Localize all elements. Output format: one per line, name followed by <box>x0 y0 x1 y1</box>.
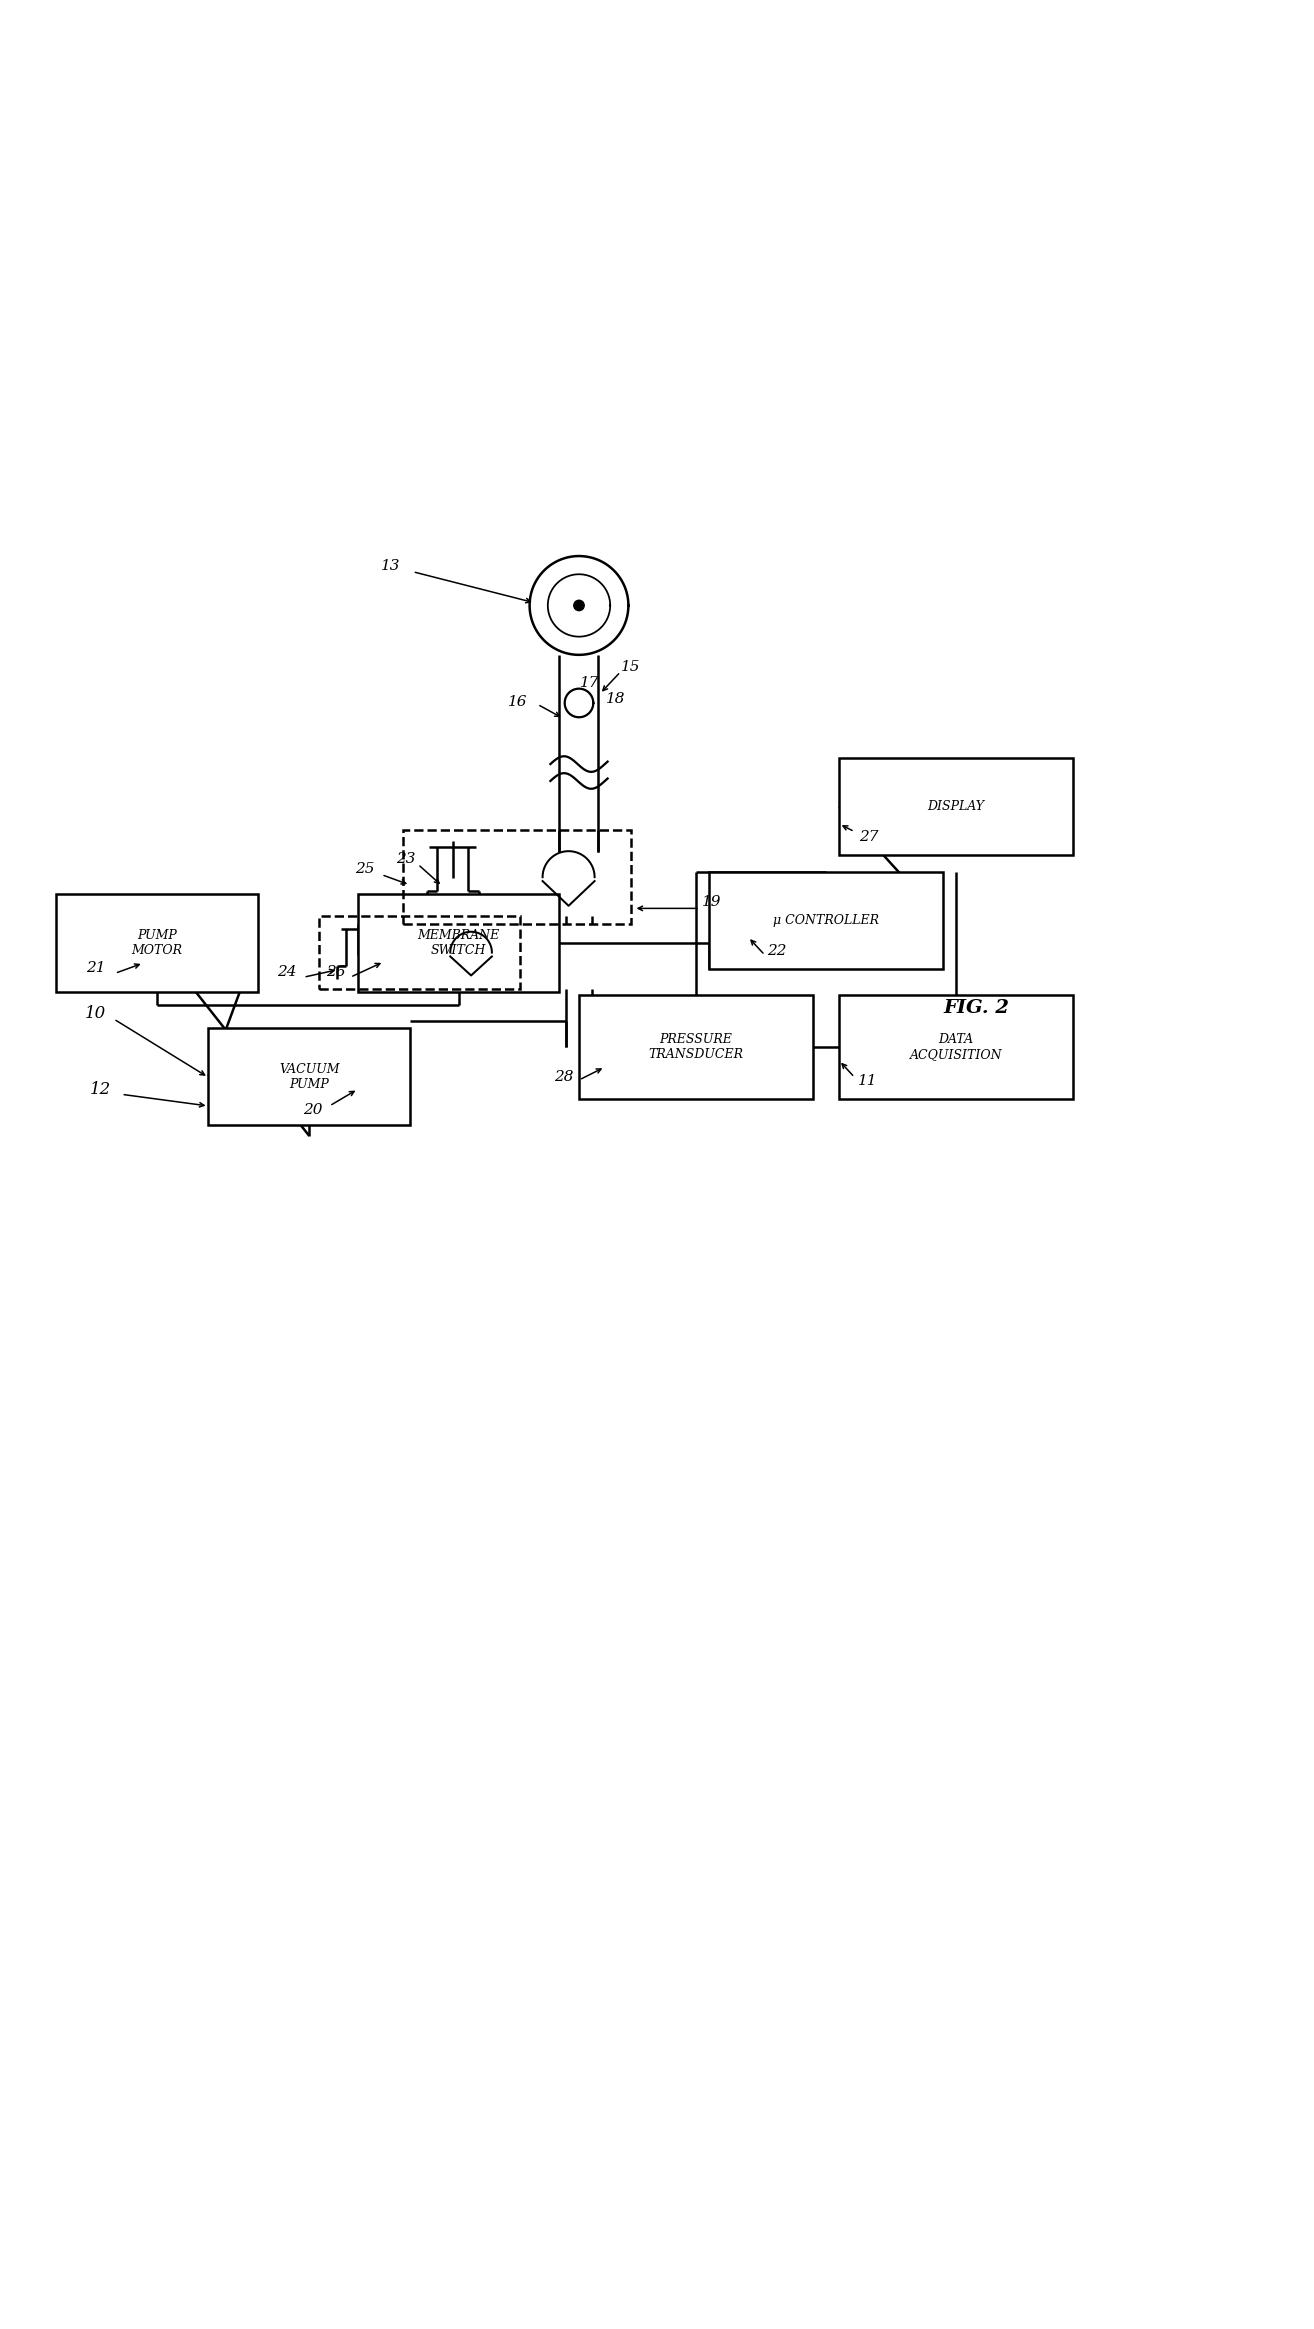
Bar <box>840 994 1074 1099</box>
Bar <box>579 994 813 1099</box>
Bar <box>710 871 943 969</box>
Text: 15: 15 <box>622 659 641 673</box>
Bar <box>403 831 631 925</box>
Text: FIG. 2: FIG. 2 <box>943 999 1009 1018</box>
Text: 21: 21 <box>85 962 105 976</box>
Text: DISPLAY: DISPLAY <box>928 799 984 813</box>
Bar <box>57 894 258 992</box>
Bar <box>319 915 520 990</box>
Text: VACUUM
PUMP: VACUUM PUMP <box>279 1062 339 1090</box>
Text: μ CONTROLLER: μ CONTROLLER <box>773 915 879 927</box>
Text: 12: 12 <box>89 1081 112 1097</box>
Text: 26: 26 <box>326 964 346 978</box>
Text: 20: 20 <box>302 1104 322 1118</box>
Text: 13: 13 <box>381 559 401 573</box>
Text: PRESSURE
TRANSDUCER: PRESSURE TRANSDUCER <box>649 1034 744 1062</box>
Text: 10: 10 <box>84 1006 106 1022</box>
Text: DATA
ACQUISITION: DATA ACQUISITION <box>909 1034 1003 1062</box>
Text: 19: 19 <box>702 894 721 908</box>
Text: 16: 16 <box>509 694 528 708</box>
Bar <box>209 1027 410 1125</box>
Text: 27: 27 <box>859 829 879 843</box>
Text: 28: 28 <box>553 1071 573 1085</box>
Bar <box>840 757 1074 855</box>
Bar <box>357 894 560 992</box>
Circle shape <box>574 601 585 610</box>
Text: 23: 23 <box>397 852 415 866</box>
Text: MEMBRANE
SWITCH: MEMBRANE SWITCH <box>418 929 499 957</box>
Text: 18: 18 <box>606 692 625 706</box>
Text: 24: 24 <box>277 964 296 978</box>
Text: PUMP
MOTOR: PUMP MOTOR <box>131 929 183 957</box>
Text: 22: 22 <box>767 943 786 957</box>
Text: 17: 17 <box>579 675 599 689</box>
Text: 11: 11 <box>858 1074 878 1088</box>
Text: 25: 25 <box>355 862 374 876</box>
